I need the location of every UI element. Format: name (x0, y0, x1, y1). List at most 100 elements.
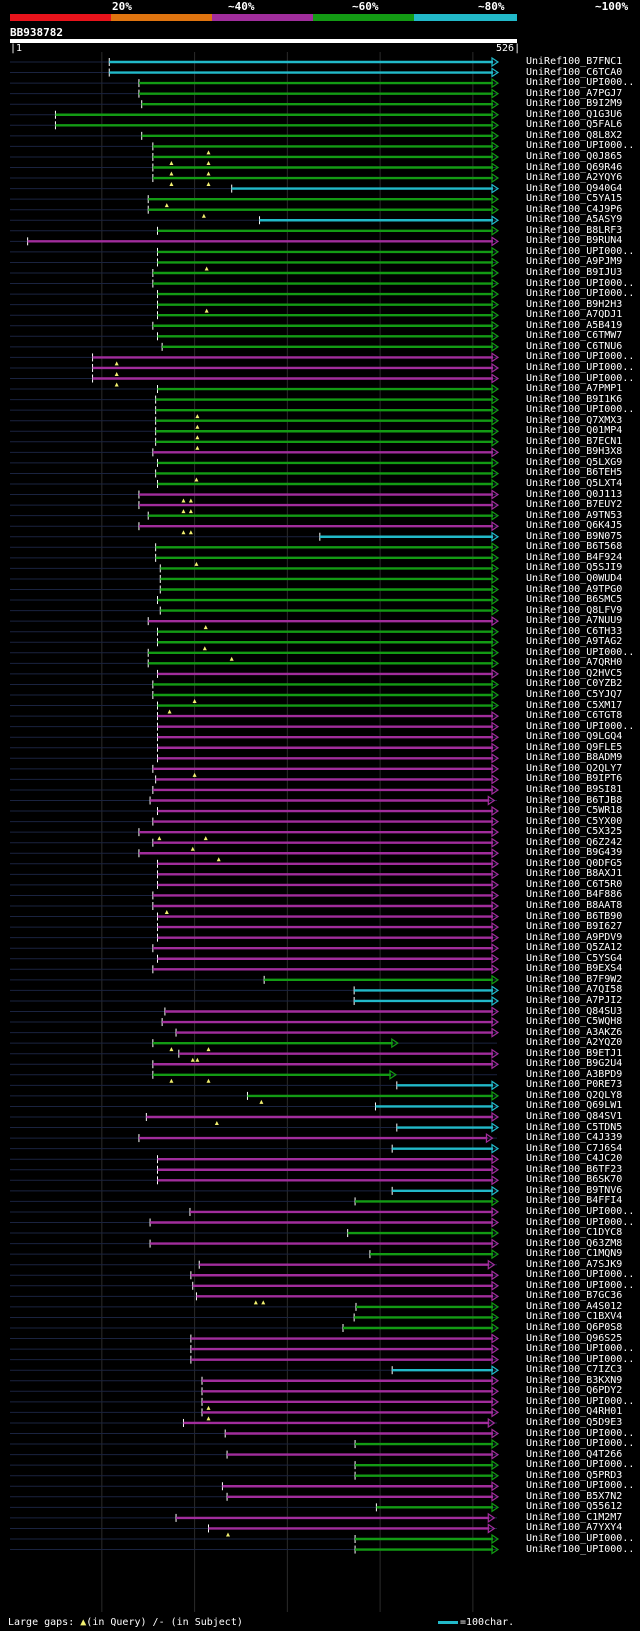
hit-row[interactable] (10, 605, 500, 616)
hit-row[interactable] (10, 542, 500, 553)
hit-row[interactable] (10, 1206, 500, 1218)
hit-label[interactable]: UniRef100_B8AXJ1 (526, 868, 623, 880)
hit-label[interactable]: UniRef100_UPI000.. (526, 351, 635, 363)
hit-row[interactable] (10, 1217, 500, 1228)
hit-label[interactable]: UniRef100_UPI000.. (526, 1269, 635, 1281)
hit-row[interactable] (10, 151, 500, 165)
hit-row[interactable] (10, 447, 500, 458)
hit-row[interactable] (10, 1491, 500, 1502)
hit-row[interactable] (10, 426, 500, 440)
hit-row[interactable] (10, 1069, 497, 1083)
hit-row[interactable] (10, 183, 500, 194)
hit-row[interactable] (10, 499, 500, 514)
hit-row[interactable] (10, 721, 500, 732)
hit-label[interactable]: UniRef100_C6TMW7 (526, 330, 623, 342)
hit-row[interactable] (10, 1481, 500, 1492)
hit-label[interactable]: UniRef100_A2YQY6 (526, 172, 623, 184)
hit-row[interactable] (10, 753, 500, 764)
hit-label[interactable]: UniRef100_UPI000.. (526, 245, 635, 257)
hit-label[interactable]: UniRef100_B6SMC5 (526, 594, 623, 606)
hit-row[interactable] (10, 352, 500, 366)
hit-label[interactable]: UniRef100_Q0WUD4 (526, 572, 623, 584)
hit-label[interactable]: UniRef100_A9PJM9 (526, 256, 623, 268)
hit-row[interactable] (10, 288, 500, 300)
hit-label[interactable]: UniRef100_UPI000.. (526, 1216, 635, 1228)
hit-row[interactable] (10, 1533, 500, 1545)
hit-row[interactable] (10, 510, 500, 521)
hit-row[interactable] (10, 99, 500, 110)
hit-row[interactable] (10, 689, 500, 703)
hit-label[interactable]: UniRef100_Q5PRD3 (526, 1469, 623, 1481)
hit-label[interactable]: UniRef100_C6TH33 (526, 625, 623, 637)
hit-row[interactable] (10, 827, 500, 841)
hit-label[interactable]: UniRef100_Q69LW1 (526, 1100, 623, 1112)
hit-label[interactable]: UniRef100_A9TN53 (526, 509, 623, 521)
hit-row[interactable] (10, 742, 500, 753)
hit-label[interactable]: UniRef100_UPI000.. (526, 1533, 635, 1544)
hit-label[interactable]: UniRef100_Q6PDY2 (526, 1385, 623, 1397)
hit-label[interactable]: UniRef100_Q6K4J5 (526, 520, 623, 532)
hit-label[interactable]: UniRef100_B9N075 (526, 530, 623, 542)
hit-row[interactable] (10, 415, 500, 429)
hit-row[interactable] (10, 837, 500, 851)
hit-row[interactable] (10, 246, 500, 258)
hit-label[interactable]: UniRef100_Q2HVC5 (526, 667, 623, 679)
hit-label[interactable]: UniRef100_Q96S25 (526, 1332, 623, 1344)
hit-label[interactable]: UniRef100_A7QDJ1 (526, 309, 623, 321)
hit-row[interactable] (10, 774, 500, 785)
hit-row[interactable] (10, 383, 500, 395)
hit-label[interactable]: UniRef100_A7NUU9 (526, 615, 623, 627)
hit-label[interactable]: UniRef100_UPI000.. (526, 1205, 635, 1217)
hit-row[interactable] (10, 141, 500, 155)
hit-label[interactable]: UniRef100_C1BXV4 (526, 1311, 623, 1323)
hit-row[interactable] (10, 594, 500, 606)
hit-label[interactable]: UniRef100_C5TDN5 (526, 1121, 623, 1133)
hit-label[interactable]: UniRef100_C6TNU6 (526, 340, 623, 352)
hit-row[interactable] (10, 1407, 500, 1421)
hit-label[interactable]: UniRef100_C6T5R0 (526, 878, 623, 890)
hit-row[interactable] (10, 204, 500, 218)
hit-label[interactable]: UniRef100_Q84SU3 (526, 1005, 623, 1017)
hit-row[interactable] (10, 67, 500, 78)
hit-label[interactable]: UniRef100_Q5D9E3 (526, 1416, 623, 1428)
hit-label[interactable]: UniRef100_Q6P0S8 (526, 1322, 623, 1333)
hit-label[interactable]: UniRef100_C5XM17 (526, 699, 623, 711)
hit-row[interactable] (10, 848, 500, 862)
hit-row[interactable] (10, 784, 500, 796)
hit-label[interactable]: UniRef100_C6TCA0 (526, 66, 623, 78)
hit-row[interactable] (10, 1438, 500, 1450)
hit-label[interactable]: UniRef100_C7J6S4 (526, 1142, 623, 1154)
hit-label[interactable]: UniRef100_B6TB90 (526, 910, 623, 922)
hit-row[interactable] (10, 1386, 500, 1397)
hit-row[interactable] (10, 225, 500, 236)
hit-row[interactable] (10, 1122, 500, 1133)
hit-row[interactable] (10, 236, 500, 247)
hit-row[interactable] (10, 130, 500, 141)
hit-row[interactable] (10, 1449, 500, 1460)
hit-label[interactable]: UniRef100_Q5FAL6 (526, 119, 623, 131)
hit-row[interactable] (10, 1470, 500, 1481)
hit-label[interactable]: UniRef100_UPI000.. (526, 1343, 635, 1355)
hit-label[interactable]: UniRef100_B8ADM9 (526, 752, 623, 764)
hit-label[interactable]: UniRef100_UPI000.. (526, 288, 635, 300)
hit-row[interactable] (10, 310, 500, 321)
hit-row[interactable] (10, 405, 500, 419)
hit-label[interactable]: UniRef100_A5B419 (526, 319, 623, 331)
hit-row[interactable] (10, 1396, 500, 1410)
hit-row[interactable] (10, 700, 500, 714)
hit-label[interactable]: UniRef100_Q5SJI9 (526, 562, 623, 574)
hit-label[interactable]: UniRef100_B4F924 (526, 551, 623, 563)
hit-row[interactable] (10, 858, 500, 869)
hit-row[interactable] (10, 953, 500, 964)
hit-label[interactable]: UniRef100_UPI000.. (526, 1459, 635, 1471)
hit-row[interactable] (10, 1227, 500, 1239)
hit-row[interactable] (10, 816, 500, 827)
hit-row[interactable] (10, 109, 500, 120)
hit-row[interactable] (10, 616, 500, 630)
hit-row[interactable] (10, 478, 500, 490)
hit-row[interactable] (10, 1460, 500, 1471)
hit-row[interactable] (10, 1090, 500, 1104)
hit-row[interactable] (10, 1523, 497, 1537)
hit-row[interactable] (10, 552, 500, 566)
hit-label[interactable]: UniRef100_B7FNC1 (526, 56, 623, 67)
